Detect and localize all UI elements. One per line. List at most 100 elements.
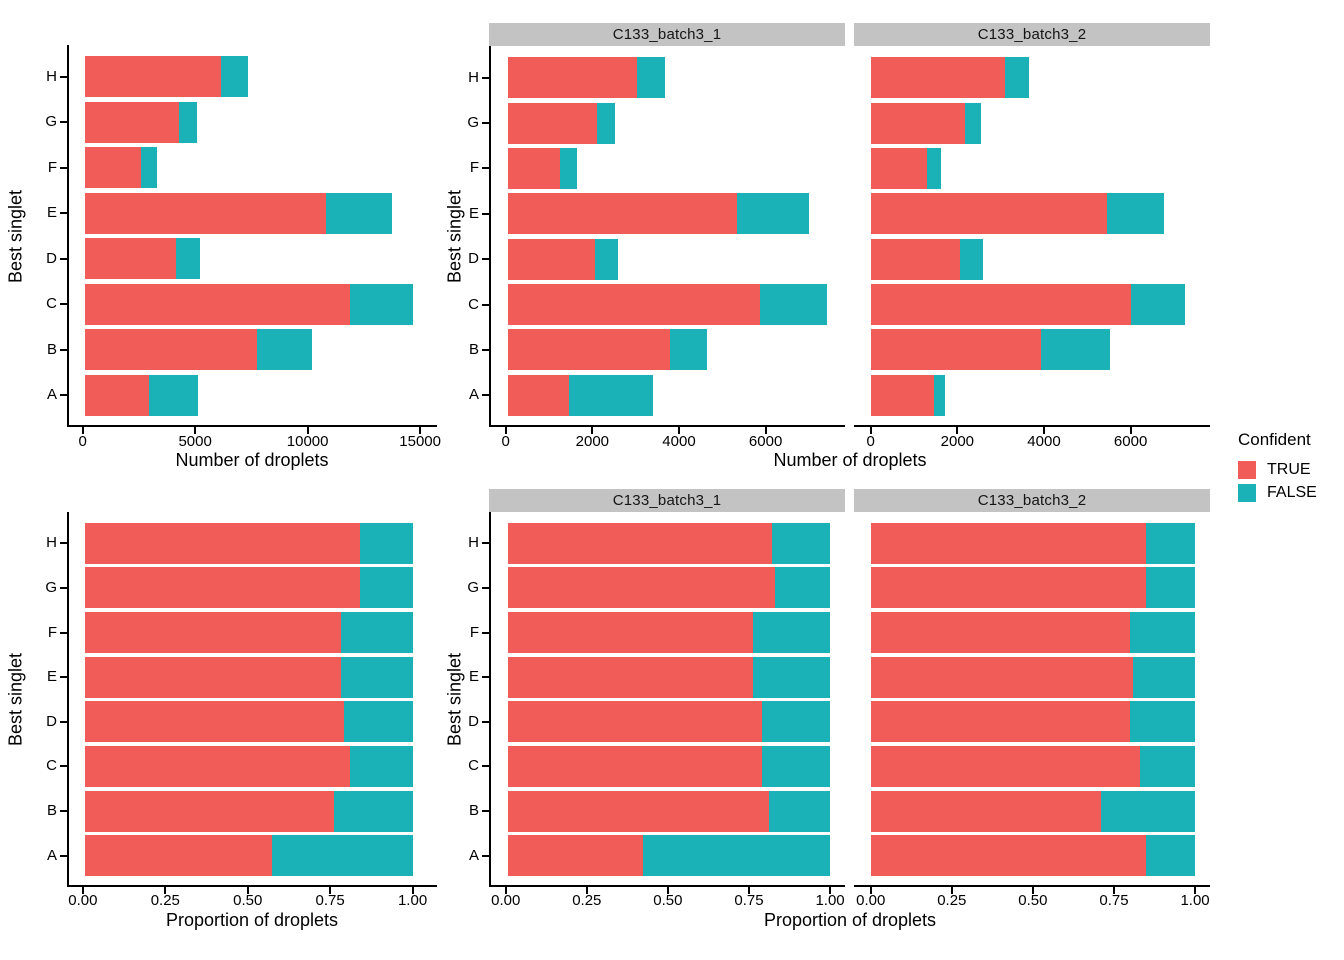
x-tick [1129,427,1132,434]
bar-segment-false [762,701,831,743]
stacked-bar [84,101,198,143]
bar-segment-false [636,57,665,99]
panel [489,46,845,427]
y-tick [60,586,67,589]
y-tick [482,303,489,306]
bar-segment-false [768,790,831,832]
stacked-bar [84,283,413,325]
legend-swatch-true-icon [1238,461,1256,479]
stacked-bar [870,612,1196,654]
stacked-bar [870,284,1186,326]
bar-segment-false [360,567,413,609]
y-tick-label: F [469,159,479,177]
y-tick-label: D [46,249,57,267]
x-tick [1194,887,1197,894]
stacked-bar [870,374,945,416]
bar-segment-false [772,522,831,564]
bar-segment-false [221,56,248,98]
bar-segment-false [959,238,983,280]
stacked-bar [507,612,831,654]
bar-segment-false [140,147,157,189]
bar-segment-false [350,745,413,787]
bar-segment-true [507,102,597,144]
x-tick [411,887,414,894]
bar-segment-false [350,283,413,325]
y-tick [482,212,489,215]
facet-strip: C133_batch3_2 [854,23,1210,46]
y-axis-title: Best singlet [5,652,26,747]
legend-swatch-false-icon [1238,484,1256,502]
bar-segment-true [507,745,763,787]
bar-segment-false [752,656,831,698]
y-tick [482,631,489,634]
y-tick [482,676,489,679]
bar-segment-true [870,790,1101,832]
bar-segment-true [507,284,760,326]
stacked-bar [507,522,831,564]
stacked-bar [507,57,665,99]
y-tick-label: E [46,668,57,686]
x-tick-label: 0.00 [491,892,521,909]
x-tick-label: 0.25 [572,892,602,909]
bar-segment-false [759,284,827,326]
stacked-bar [84,56,248,98]
x-tick [585,887,588,894]
bar-segment-false [569,374,654,416]
y-tick [482,394,489,397]
bar-segment-false [1100,790,1196,832]
stacked-bar [507,656,831,698]
stacked-bar [84,790,413,832]
bar-segment-true [84,56,222,98]
stacked-bar [84,612,413,654]
stacked-bar [870,567,1196,609]
bar-segment-true [84,374,150,416]
y-tick-label: H [468,68,479,86]
bar-segment-false [964,102,982,144]
bar-segment-true [84,283,351,325]
y-tick [60,166,67,169]
stacked-bar [84,329,312,371]
x-axis-title: Proportion of droplets [763,910,937,930]
bar-segment-true [84,790,334,832]
stacked-bar [870,193,1164,235]
y-tick-label: C [46,757,57,775]
stacked-bar [870,329,1111,371]
x-tick [419,427,422,434]
bar-segment-true [507,329,670,371]
bar-segment-false [1146,835,1196,877]
x-tick [747,887,750,894]
y-tick [482,167,489,170]
bar-segment-false [669,329,707,371]
bar-segment-true [870,57,1005,99]
x-tick [329,887,332,894]
bar-segment-false [775,567,831,609]
x-tick-label: 6000 [1113,433,1148,450]
x-tick-label: 0.75 [315,892,345,909]
x-tick-label: 0.50 [653,892,683,909]
bar-segment-false [762,745,831,787]
panel [489,512,845,887]
y-tick-label: E [468,668,479,686]
bar-segment-false [596,102,615,144]
bar-segment-true [870,193,1107,235]
bar-segment-true [507,567,776,609]
bar-segment-true [507,57,637,99]
y-tick-label: E [468,204,479,222]
y-tick [60,212,67,215]
bar-segment-true [870,102,965,144]
x-tick-label: 4000 [662,433,696,450]
stacked-bar [507,745,831,787]
bar-segment-true [870,522,1147,564]
bar-segment-true [84,745,351,787]
y-tick [482,765,489,768]
x-tick-label: 0.00 [68,892,98,909]
x-tick [1042,427,1045,434]
stacked-bar [870,522,1196,564]
y-tick-label: B [468,802,479,820]
y-tick-label: A [46,386,57,404]
bar-segment-false [1130,612,1196,654]
x-tick [829,887,832,894]
stacked-bar [84,192,393,234]
stacked-bar [507,835,831,877]
bar-segment-false [1146,567,1196,609]
